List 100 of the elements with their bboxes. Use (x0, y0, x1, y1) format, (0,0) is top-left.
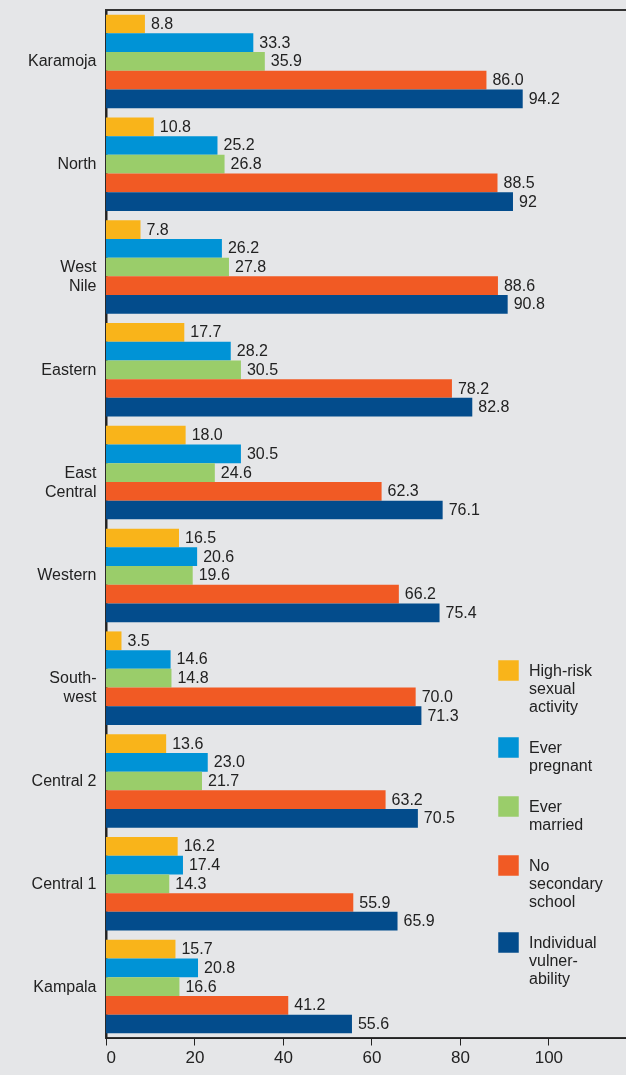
bar (106, 547, 198, 567)
bar (106, 220, 141, 239)
bar (106, 463, 215, 482)
data-label: 21.7 (207, 772, 240, 789)
data-label: 71.3 (427, 706, 459, 724)
bar (106, 52, 265, 71)
data-label: 7.8 (146, 220, 169, 238)
bar (106, 154, 225, 174)
data-label: 92 (518, 192, 537, 210)
y-tick-label: Kampala (33, 977, 97, 995)
bar (106, 734, 167, 753)
data-label: 78.2 (457, 379, 490, 397)
x-tick-label: 0 (106, 1047, 116, 1067)
bar (106, 706, 422, 725)
bar (106, 238, 222, 258)
bar (106, 341, 231, 361)
bar (106, 752, 208, 772)
bar (106, 584, 399, 604)
data-label: 55.9 (359, 893, 391, 911)
data-label: 76.1 (448, 501, 480, 519)
x-tick-label: 80 (450, 1047, 470, 1067)
x-tick-label: 40 (273, 1047, 293, 1067)
bar (106, 668, 172, 688)
bar (106, 117, 154, 137)
data-label: 24.6 (220, 463, 253, 481)
bar (106, 603, 440, 623)
bar (106, 89, 523, 109)
bar (106, 893, 354, 912)
bar (106, 360, 241, 380)
data-label: 27.8 (234, 258, 267, 275)
data-label: 17.4 (188, 856, 221, 874)
bar (106, 528, 179, 548)
bar (106, 444, 241, 464)
data-label: 23.0 (213, 753, 245, 771)
bar (106, 192, 513, 211)
data-label: 16.2 (183, 837, 215, 855)
y-tick-label: Central 1 (31, 874, 97, 892)
data-label: 88.6 (503, 276, 536, 294)
legend-label: High-risk sexual activity (529, 661, 594, 715)
bar (106, 33, 254, 53)
data-label: 75.4 (445, 603, 477, 621)
data-label: 41.2 (294, 996, 326, 1014)
y-tick-label: Karamoja (28, 52, 97, 70)
data-label: 94.2 (528, 89, 560, 107)
data-label: 16.5 (184, 528, 217, 546)
data-label: 14.3 (175, 874, 207, 892)
bar (106, 173, 498, 193)
bar (106, 650, 171, 669)
data-label: 65.9 (403, 912, 435, 930)
data-label: 3.5 (127, 631, 150, 649)
bar (106, 276, 498, 296)
data-label: 26.8 (230, 155, 262, 173)
data-label: 35.9 (270, 52, 303, 70)
bar (106, 257, 229, 277)
bar (106, 481, 382, 501)
data-label: 26.2 (227, 239, 260, 257)
bar (106, 70, 487, 90)
bar (106, 566, 193, 585)
bar (106, 977, 180, 996)
y-tick-label: Central 2 (31, 772, 97, 789)
y-tick-label: Eastern (41, 360, 97, 378)
bar (106, 1014, 352, 1034)
bar (106, 425, 186, 445)
data-label: 30.5 (246, 444, 279, 462)
y-tick-label: South- west (49, 669, 98, 706)
data-label: 33.3 (259, 33, 291, 51)
data-label: 16.6 (185, 977, 217, 995)
bar (106, 323, 185, 342)
data-label: 19.6 (198, 566, 230, 584)
bar (106, 631, 122, 651)
bar (106, 874, 170, 894)
data-label: 86.0 (492, 71, 524, 89)
bar (106, 397, 473, 417)
legend-label: Individual vulner- ability (529, 933, 597, 987)
data-label: 88.5 (503, 173, 535, 191)
x-tick-label: 60 (362, 1047, 382, 1067)
y-tick-label: Western (37, 566, 97, 584)
data-label: 8.8 (150, 14, 174, 32)
legend-label: Ever pregnant (529, 738, 593, 774)
x-tick-label: 100 (534, 1047, 564, 1067)
data-label: 30.5 (246, 360, 279, 378)
data-label: 14.8 (177, 669, 209, 687)
x-tick-label: 20 (185, 1047, 205, 1067)
bar (106, 837, 178, 856)
data-label: 15.7 (181, 940, 213, 958)
data-label: 62.3 (387, 482, 419, 500)
data-label: 18.0 (191, 426, 223, 444)
bar (106, 379, 452, 398)
bar (106, 958, 199, 978)
y-tick-label: West Nile (60, 258, 98, 294)
data-label: 10.8 (159, 117, 192, 135)
bar (106, 500, 443, 520)
bar (106, 995, 289, 1015)
bar (106, 687, 416, 707)
legend-label: Ever married (529, 797, 584, 833)
data-label: 70.0 (421, 687, 453, 705)
y-tick-label: North (57, 155, 97, 173)
data-label: 82.8 (478, 398, 510, 416)
bar (106, 790, 386, 810)
bar (106, 14, 145, 34)
